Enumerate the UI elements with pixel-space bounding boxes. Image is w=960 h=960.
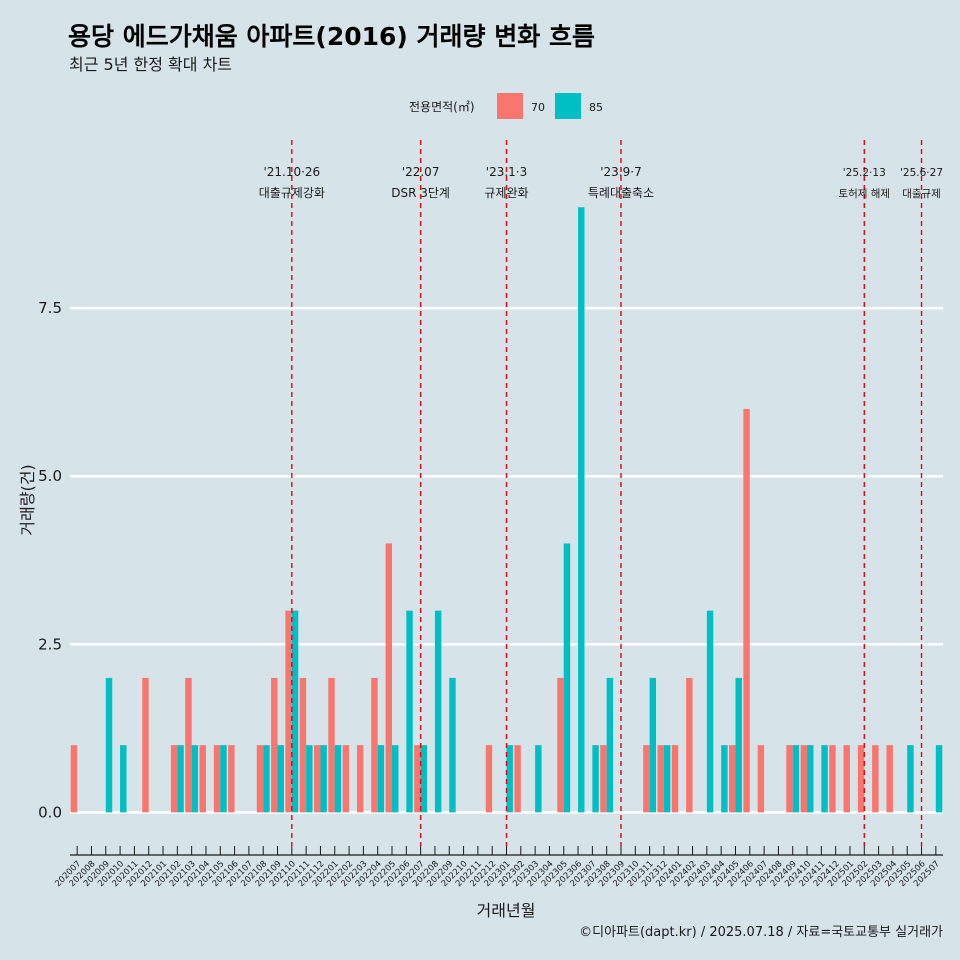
chart-subtitle: 최근 5년 한정 확대 차트 [69,55,232,74]
event-label-202207: DSR 3단계 [391,186,450,200]
bar-85-202209 [449,677,456,813]
ytick-label-7.5: 7.5 [38,299,62,317]
event-date-202207: '22.07 [402,165,440,179]
bar-85-202111 [306,745,313,813]
bar-85-202311 [649,677,657,813]
event-date-202502: '25.2·13 [843,167,886,179]
bar-85-202409 [792,745,800,813]
bar-85-202201 [334,745,342,813]
chart-title: 용당 에드가채움 아파트(2016) 거래량 변화 흐름 [68,22,595,51]
bar-70-202410 [800,745,808,813]
event-label-202301: 규제완화 [484,186,528,200]
bar-85-202207 [420,745,428,813]
ytick-label-2.5: 2.5 [38,635,62,653]
legend-label-85: 85 [589,101,603,114]
bar-85-202208 [434,610,442,813]
bar-85-202010 [120,745,127,813]
bar-85-202109 [277,745,284,813]
bar-70-202110 [285,610,292,813]
chart-caption: ©디아파트(dapt.kr) / 2025.07.18 / 자료=국토교통부 실… [579,925,943,940]
bar-70-202205 [385,543,393,813]
bar-85-202103 [191,745,199,813]
bar-70-202405 [729,745,736,813]
bar-70-202501 [843,745,850,813]
bar-70-202401 [671,745,679,813]
bar-70-202202 [342,745,350,813]
bar-70-202503 [872,745,879,813]
bar-70-202212 [485,745,493,813]
event-date-202309: '23.9·7 [600,165,641,179]
bar-70-202102 [170,745,178,813]
bar-70-202409 [786,745,793,813]
bar-70-202012 [142,677,149,813]
bar-70-202207 [414,745,421,813]
bar-85-202404 [721,745,728,813]
ytick-label-5.0: 5.0 [38,467,62,485]
bar-85-202206 [406,610,413,813]
event-date-202301: '23.1·3 [486,165,527,179]
event-date-202506: '25.6·27 [900,167,943,179]
bar-85-202009 [105,677,113,813]
legend-label-70: 70 [531,101,545,114]
event-date-202110: '21.10·26 [263,165,320,179]
bar-85-202307 [592,745,599,813]
bar-85-202305 [563,543,571,813]
bar-70-202305 [557,677,564,813]
bar-85-202112 [320,745,327,813]
bar-70-202112 [314,745,321,813]
bar-85-202205 [392,745,399,813]
bar-85-202507 [935,745,943,813]
bar-70-202104 [199,745,206,813]
bar-70-202204 [371,677,378,813]
bar-70-202007 [70,745,78,813]
legend-swatch-70 [497,93,523,119]
bar-85-202301 [506,745,513,813]
bar-70-202111 [299,677,307,813]
x-axis-title: 거래년월 [477,901,536,920]
bar-70-202502 [857,745,865,813]
bar-70-202504 [886,745,893,813]
bar-85-202405 [735,677,742,813]
bar-85-202505 [907,745,914,813]
bar-70-202106 [228,745,235,813]
bar-85-202411 [821,745,828,813]
event-label-202506: 대출규제 [902,188,941,200]
bar-85-202308 [606,677,614,813]
bar-70-202103 [185,677,192,813]
event-label-202110: 대출규제강화 [259,186,325,200]
bar-85-202204 [377,745,385,813]
bar-85-202410 [807,745,814,813]
bar-85-202105 [220,745,227,813]
event-label-202502: 토허제 해제 [838,187,890,200]
bar-70-202302 [514,745,521,813]
bar-85-202303 [535,745,542,813]
bar-70-202412 [829,745,836,813]
bar-70-202203 [356,745,364,813]
bar-70-202308 [600,745,607,813]
legend-title: 전용면적(㎡) [409,100,475,114]
y-axis-title: 거래량(건) [18,464,37,535]
bar-70-202105 [213,745,221,813]
bar-70-202109 [271,677,278,813]
bar-70-202312 [657,745,664,813]
bar-70-202406 [743,408,750,813]
bar-70-202311 [643,745,650,813]
bar-70-202407 [757,745,765,813]
bar-70-202402 [686,677,693,813]
bar-85-202108 [263,745,270,813]
bar-85-202306 [578,207,585,813]
bar-70-202108 [256,745,264,813]
bar-85-202102 [177,745,184,813]
ytick-label-0.0: 0.0 [38,803,62,821]
bar-85-202110 [291,610,299,813]
legend-swatch-85 [555,93,581,119]
bar-85-202403 [706,610,714,813]
event-label-202309: 특례대출축소 [588,186,654,200]
bar-70-202201 [328,677,335,813]
bar-85-202312 [663,745,671,813]
